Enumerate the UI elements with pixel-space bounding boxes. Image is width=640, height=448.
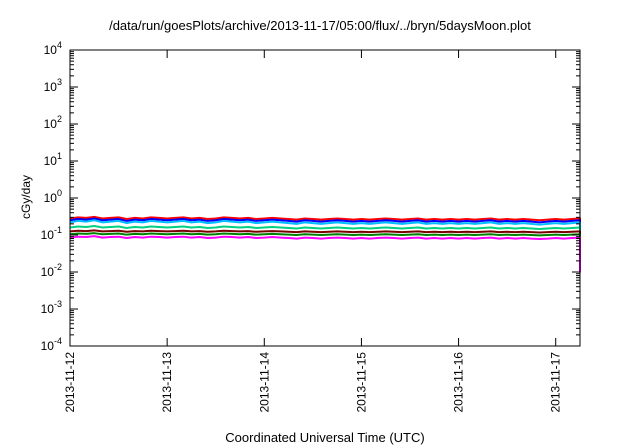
x-tick-label: 2013-11-12 — [63, 352, 77, 413]
x-tick-label: 2013-11-13 — [160, 352, 174, 413]
y-axis-label-text: cGy/day — [19, 174, 33, 220]
series-line-6 — [69, 232, 581, 237]
y-tick-label: 10-2 — [41, 262, 62, 279]
chart-title: /data/run/goesPlots/archive/2013-11-17/0… — [109, 18, 531, 33]
plot-frame — [69, 49, 581, 347]
y-tick-label: 104 — [44, 40, 62, 57]
x-axis-label: Coordinated Universal Time (UTC) — [225, 430, 425, 445]
series-layer — [69, 215, 581, 273]
y-tick-label: 103 — [44, 77, 62, 94]
y-tick-label: 10-3 — [41, 299, 62, 316]
x-tick-label: 2013-11-16 — [452, 352, 466, 413]
y-tick-label: 102 — [44, 114, 62, 131]
x-tick-label: 2013-11-15 — [354, 352, 368, 413]
y-tick-label: 10-1 — [41, 225, 62, 242]
y-tick-label: 10-4 — [41, 336, 62, 353]
series-line-4 — [69, 225, 581, 232]
y-tick-label: 101 — [44, 151, 62, 168]
series-line-7 — [69, 235, 581, 273]
x-tick-label: 2013-11-17 — [549, 352, 563, 413]
y-tick-label: 100 — [44, 188, 62, 205]
x-tick-label: 2013-11-14 — [257, 352, 271, 413]
